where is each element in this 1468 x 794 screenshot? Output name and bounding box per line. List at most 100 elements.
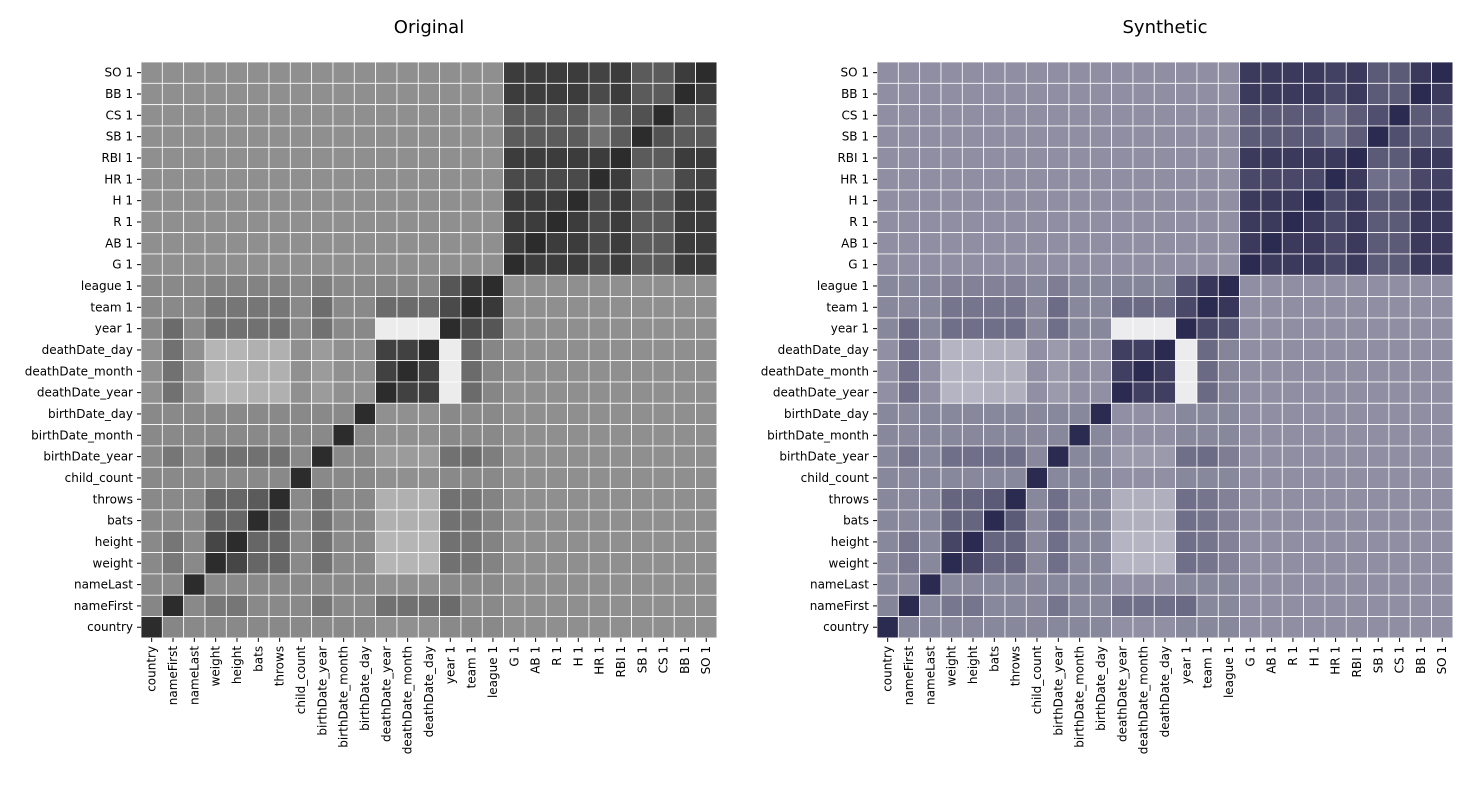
heatmap-cell xyxy=(183,616,206,639)
heatmap-cell xyxy=(1089,210,1113,234)
heatmap-cell xyxy=(940,61,963,84)
heatmap-cell xyxy=(481,296,505,319)
heatmap-cell xyxy=(652,360,675,383)
heatmap-cell xyxy=(897,594,921,617)
heatmap-cell xyxy=(609,509,632,532)
heatmap-cell xyxy=(1175,402,1198,426)
heatmap-cell xyxy=(1175,381,1198,404)
heatmap-cell xyxy=(481,338,505,362)
heatmap-cell xyxy=(353,317,377,340)
heatmap-cell xyxy=(1047,232,1070,255)
heatmap-cell xyxy=(332,445,355,468)
heatmap-cell xyxy=(695,616,718,639)
heatmap-cell xyxy=(460,125,483,148)
heatmap-cell xyxy=(652,125,675,148)
heatmap-cell xyxy=(396,125,419,148)
heatmap-cell xyxy=(140,189,163,212)
heatmap-cell xyxy=(1153,317,1177,340)
heatmap-cell xyxy=(311,296,334,319)
heatmap-cell xyxy=(460,61,483,84)
heatmap-cell xyxy=(1367,445,1390,468)
heatmap-cell xyxy=(161,573,185,596)
heatmap-cell xyxy=(1025,552,1049,575)
heatmap-cell xyxy=(876,488,899,511)
heatmap-cell xyxy=(1132,466,1155,489)
heatmap-cell xyxy=(247,381,270,404)
heatmap-cell xyxy=(609,594,632,617)
heatmap-cell xyxy=(1367,189,1390,212)
heatmap-cell xyxy=(140,445,163,468)
heatmap-cell xyxy=(417,594,441,617)
heatmap-cell xyxy=(588,232,611,255)
heatmap-cell xyxy=(332,104,355,127)
x-tick-label: child_count xyxy=(1030,646,1044,715)
x-tick-label: G 1 xyxy=(1243,646,1257,667)
heatmap-cell xyxy=(1345,168,1368,191)
heatmap-cell xyxy=(652,168,675,191)
heatmap-cell xyxy=(524,146,547,170)
heatmap-cell xyxy=(1431,552,1454,575)
heatmap-cell xyxy=(503,402,526,426)
heatmap-cell xyxy=(204,104,227,127)
heatmap-cell xyxy=(1431,296,1454,319)
heatmap-cell xyxy=(1111,125,1134,148)
heatmap-cell xyxy=(1132,552,1155,575)
heatmap-cell xyxy=(289,317,313,340)
heatmap-cell xyxy=(439,509,462,532)
heatmap-cell xyxy=(481,232,505,255)
heatmap-cell xyxy=(417,210,441,234)
heatmap-cell xyxy=(545,296,569,319)
heatmap-cell xyxy=(439,381,462,404)
heatmap-cell xyxy=(375,210,398,234)
heatmap-cell xyxy=(1409,210,1432,234)
heatmap-cell xyxy=(588,61,611,84)
heatmap-cell xyxy=(460,488,483,511)
heatmap-cell xyxy=(1324,104,1347,127)
heatmap-cell xyxy=(1388,616,1411,639)
heatmap-cell xyxy=(503,232,526,255)
heatmap-cell xyxy=(897,210,921,234)
heatmap-cell xyxy=(876,253,899,276)
y-tick-label: throws xyxy=(93,492,133,506)
heatmap-cell xyxy=(631,594,654,617)
heatmap-cell xyxy=(439,61,462,84)
heatmap-cell xyxy=(1324,573,1347,596)
heatmap-cell xyxy=(1388,402,1411,426)
heatmap-cell xyxy=(140,424,163,447)
heatmap-cell xyxy=(1281,253,1305,276)
heatmap-cell xyxy=(1132,381,1155,404)
heatmap-cell xyxy=(183,168,206,191)
heatmap-cell xyxy=(1175,253,1198,276)
heatmap-cell xyxy=(545,445,569,468)
heatmap-cell xyxy=(161,509,185,532)
heatmap-cell xyxy=(1025,210,1049,234)
heatmap-cell xyxy=(247,82,270,106)
y-tick-label: country xyxy=(823,620,869,634)
heatmap-cell xyxy=(695,594,718,617)
heatmap-cell xyxy=(183,253,206,276)
heatmap-cell xyxy=(545,488,569,511)
heatmap-cell xyxy=(332,232,355,255)
heatmap-cell xyxy=(1047,509,1070,532)
heatmap-cell xyxy=(332,296,355,319)
heatmap-cell xyxy=(1089,61,1113,84)
heatmap-cell xyxy=(1345,381,1368,404)
heatmap-cell xyxy=(1367,381,1390,404)
y-tick-label: CS 1 xyxy=(842,108,869,122)
heatmap-cell xyxy=(1303,274,1326,298)
heatmap-cell xyxy=(439,253,462,276)
heatmap-cell xyxy=(524,253,547,276)
heatmap-cell xyxy=(919,189,942,212)
heatmap-cell xyxy=(204,402,227,426)
heatmap-cell xyxy=(417,104,441,127)
heatmap-cell xyxy=(1431,594,1454,617)
heatmap-cell xyxy=(631,168,654,191)
heatmap-cell xyxy=(631,146,654,170)
heatmap-cell xyxy=(919,104,942,127)
heatmap-cell xyxy=(375,530,398,553)
heatmap-cell xyxy=(940,125,963,148)
heatmap-cell xyxy=(1388,168,1411,191)
heatmap-cell xyxy=(567,125,590,148)
heatmap-cell xyxy=(961,189,985,212)
heatmap-cell xyxy=(1004,509,1027,532)
